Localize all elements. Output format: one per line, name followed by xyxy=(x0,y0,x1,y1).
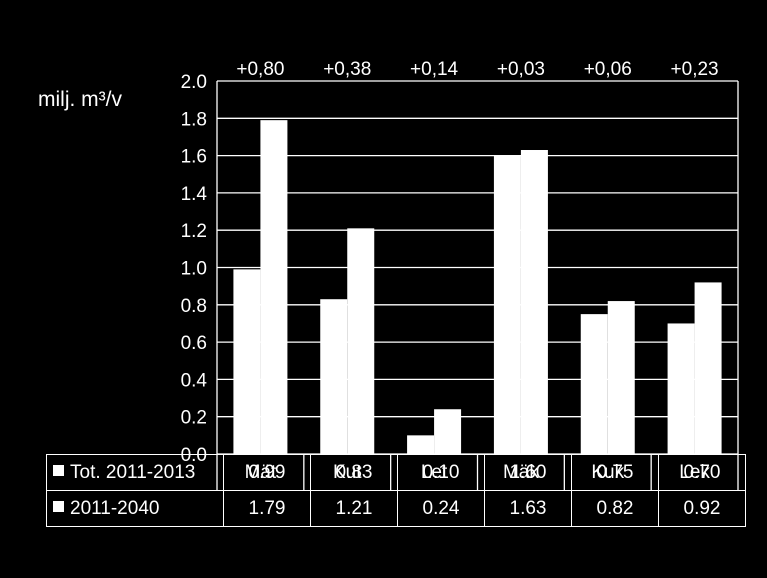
table-cell: 0.24 xyxy=(397,490,485,527)
bar-tot-2011-2013 xyxy=(407,435,435,454)
bars xyxy=(233,120,722,454)
bar-2011-2040 xyxy=(260,120,288,454)
difference-annotations: +0,80 +0,38 +0,14 +0,03 +0,06 +0,23 xyxy=(236,59,718,80)
table-cell: 0.10 xyxy=(397,454,485,491)
table-cell: 0.75 xyxy=(571,454,659,491)
difference-annotation: +0,06 xyxy=(584,59,632,80)
table-cell: 1.63 xyxy=(484,490,572,527)
bar-tot-2011-2013 xyxy=(493,155,521,454)
table-cell: 0.70 xyxy=(658,454,746,491)
y-tick-label: 0.4 xyxy=(181,370,208,391)
series-2-legend: 2011-2040 xyxy=(46,490,224,527)
bar-tot-2011-2013 xyxy=(233,269,261,454)
series-1-name: Tot. 2011-2013 xyxy=(70,461,196,483)
bar-2011-2040 xyxy=(347,228,375,454)
y-tick-label: 1.4 xyxy=(181,184,208,205)
y-tick-label: 2.0 xyxy=(181,72,207,93)
bar-tot-2011-2013 xyxy=(580,314,608,454)
table-cell: 0.83 xyxy=(310,454,398,491)
y-tick-label: 0.2 xyxy=(181,408,207,429)
series-1-legend: Tot. 2011-2013 xyxy=(46,454,224,491)
table-cell: 1.60 xyxy=(484,454,572,491)
bar-2011-2040 xyxy=(520,150,548,454)
difference-annotation: +0,38 xyxy=(323,59,371,80)
table-cell: 0.92 xyxy=(658,490,746,527)
y-tick-label: 1.2 xyxy=(181,221,207,242)
y-tick-label: 1.6 xyxy=(181,147,207,168)
y-tick-labels: 0.00.20.40.60.81.01.21.41.61.82.0 xyxy=(181,72,208,466)
gridlines xyxy=(216,80,739,490)
table-cell: 1.21 xyxy=(310,490,398,527)
series-2-name: 2011-2040 xyxy=(70,497,160,519)
table-cell: 1.79 xyxy=(223,490,311,527)
y-tick-label: 0.6 xyxy=(181,333,207,354)
bar-tot-2011-2013 xyxy=(320,299,348,454)
difference-annotation: +0,14 xyxy=(410,59,459,80)
y-axis-label: milj. m³/v xyxy=(38,88,122,111)
bar-2011-2040 xyxy=(694,282,722,454)
table-row-series-2: 2011-2040 1.79 1.21 0.24 1.63 0.82 0.92 xyxy=(46,490,746,527)
table-cell: 0.82 xyxy=(571,490,659,527)
difference-annotation: +0,80 xyxy=(236,59,284,80)
y-tick-label: 1.8 xyxy=(181,109,207,130)
table-row-series-1: Tot. 2011-2013 0.99 0.83 0.10 1.60 0.75 … xyxy=(46,454,746,491)
data-table: Tot. 2011-2013 0.99 0.83 0.10 1.60 0.75 … xyxy=(46,454,746,527)
y-tick-label: 1.0 xyxy=(181,259,207,280)
bar-2011-2040 xyxy=(607,301,635,454)
difference-annotation: +0,23 xyxy=(671,59,719,80)
legend-swatch xyxy=(53,464,64,476)
y-tick-label: 0.8 xyxy=(181,296,207,317)
bar-2011-2040 xyxy=(434,409,462,454)
bar-tot-2011-2013 xyxy=(667,323,695,454)
table-cell: 0.99 xyxy=(223,454,311,491)
difference-annotation: +0,03 xyxy=(497,59,545,80)
legend-swatch xyxy=(53,500,64,512)
